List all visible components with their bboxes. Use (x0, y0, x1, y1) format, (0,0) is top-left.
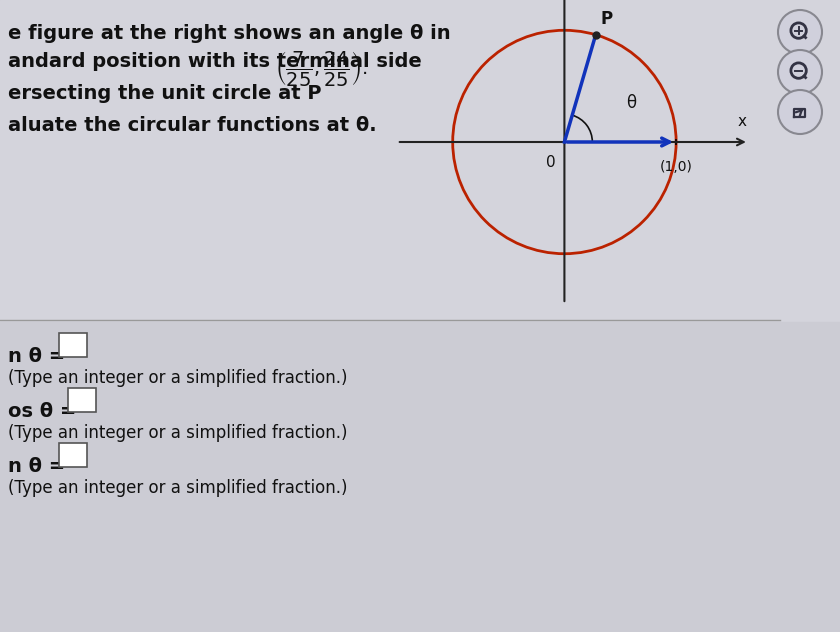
Text: andard position with its terminal side: andard position with its terminal side (8, 52, 422, 71)
Bar (0, 0, 840, 322)
Text: n θ =: n θ = (8, 347, 72, 366)
Text: (Type an integer or a simplified fraction.): (Type an integer or a simplified fractio… (8, 479, 348, 497)
Text: aluate the circular functions at θ.: aluate the circular functions at θ. (8, 116, 376, 135)
Bar (59, 443, 87, 467)
Circle shape (778, 90, 822, 134)
Bar (59, 333, 87, 357)
Text: P: P (600, 10, 612, 28)
Text: (Type an integer or a simplified fraction.): (Type an integer or a simplified fractio… (8, 424, 348, 442)
Bar (0, 322, 840, 632)
Text: θ: θ (626, 94, 636, 112)
Circle shape (778, 50, 822, 94)
Text: x: x (738, 114, 747, 128)
Text: $\left(\dfrac{7}{25},\dfrac{24}{25}\right).$: $\left(\dfrac{7}{25},\dfrac{24}{25}\righ… (275, 49, 368, 88)
Text: 0: 0 (546, 155, 555, 171)
Text: (Type an integer or a simplified fraction.): (Type an integer or a simplified fractio… (8, 369, 348, 387)
Circle shape (778, 10, 822, 54)
Text: ersecting the unit circle at P: ersecting the unit circle at P (8, 84, 322, 103)
Text: (1,0): (1,0) (659, 160, 692, 174)
Bar (67, 388, 96, 412)
Text: e figure at the right shows an angle θ in: e figure at the right shows an angle θ i… (8, 24, 450, 43)
Text: os θ =: os θ = (8, 402, 83, 421)
Text: n θ =: n θ = (8, 457, 72, 476)
